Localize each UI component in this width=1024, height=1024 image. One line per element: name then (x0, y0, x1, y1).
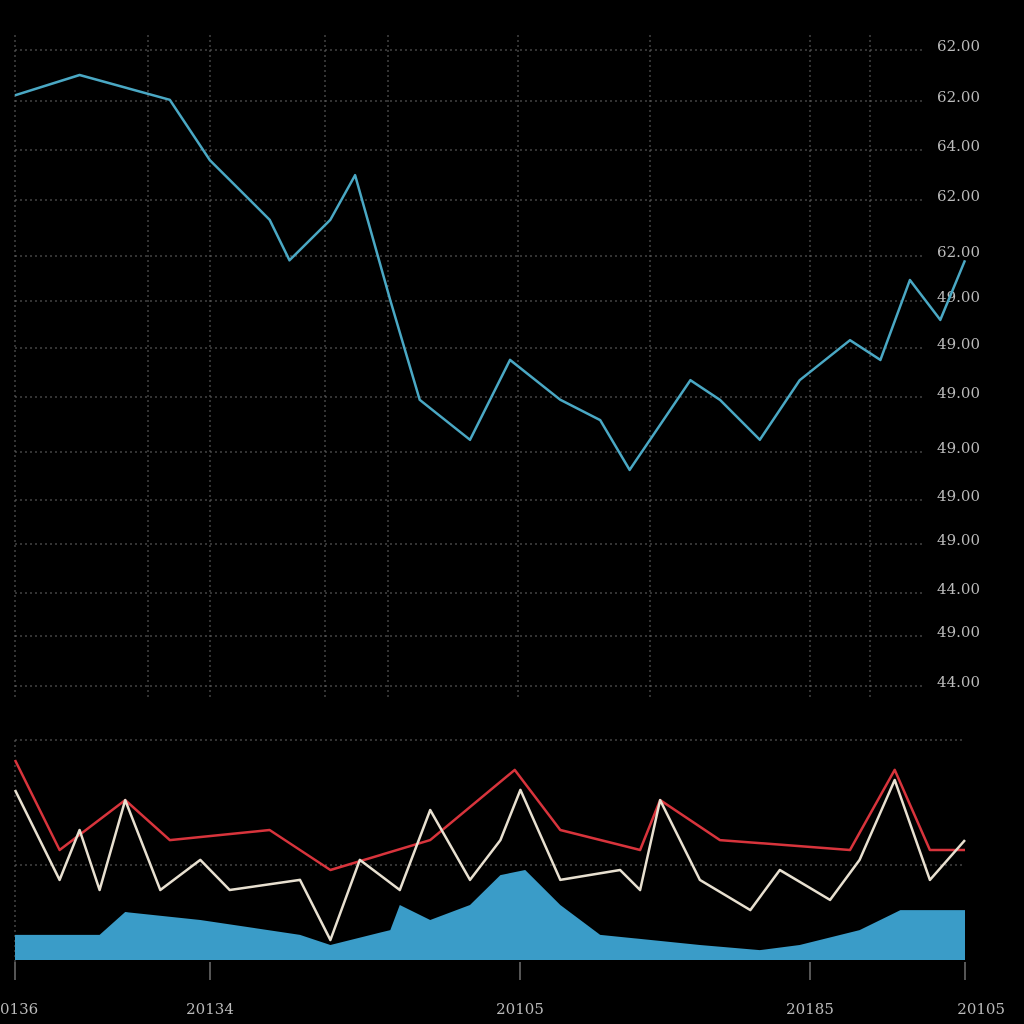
x-tick-label: 20134 (186, 1000, 234, 1018)
y-tick-label: 44.00 (937, 673, 980, 691)
y-tick-label: 62.00 (937, 88, 980, 106)
x-tick-label: 20105 (496, 1000, 544, 1018)
line (13, 759, 965, 872)
x-tick-label: 20105 (957, 1000, 1005, 1018)
y-tick-label: 44.00 (937, 580, 980, 598)
y-tick-label: 49.00 (937, 335, 980, 353)
y-tick-label: 49.00 (937, 288, 980, 306)
area (15, 870, 965, 960)
y-tick-label: 64.00 (937, 137, 980, 155)
y-tick-label: 49.00 (937, 439, 980, 457)
line (13, 778, 966, 942)
x-tick-label: 0136 (0, 1000, 38, 1018)
y-tick-label: 49.00 (937, 487, 980, 505)
y-tick-label: 62.00 (937, 243, 980, 261)
y-tick-label: 49.00 (937, 384, 980, 402)
y-tick-label: 62.00 (937, 187, 980, 205)
x-tick-label: 20185 (786, 1000, 834, 1018)
y-tick-label: 62.00 (937, 37, 980, 55)
y-tick-label: 49.00 (937, 623, 980, 641)
y-tick-label: 49.00 (937, 531, 980, 549)
line (14, 73, 967, 472)
